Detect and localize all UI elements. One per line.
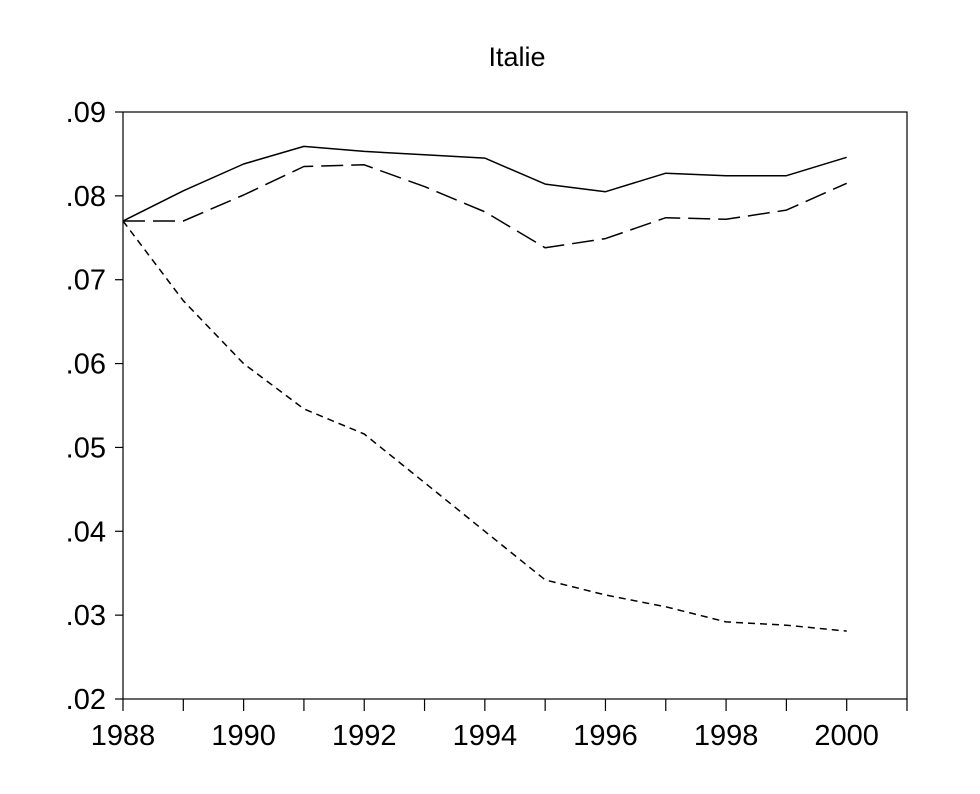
y-axis: .02 .03 .04 .05 .06 .07 .08 .09 bbox=[66, 97, 123, 716]
y-tick-label: .06 bbox=[66, 349, 106, 381]
plot-frame bbox=[122, 111, 908, 700]
y-tick-label: .09 bbox=[66, 97, 106, 129]
x-tick-label: 1994 bbox=[453, 720, 518, 752]
x-tick-label: 1988 bbox=[91, 720, 156, 752]
series-line-solid bbox=[122, 145, 847, 222]
series-line-long-dash bbox=[123, 164, 848, 249]
series-layer bbox=[122, 145, 848, 632]
series-line-short-dash bbox=[122, 220, 847, 632]
y-tick-label: .04 bbox=[66, 516, 106, 548]
x-axis: 1988 1990 1992 1994 1996 1998 2000 bbox=[91, 699, 908, 752]
x-tick-label: 1998 bbox=[694, 720, 759, 752]
y-tick-label: .03 bbox=[66, 600, 106, 632]
x-tick-label: 2000 bbox=[814, 720, 879, 752]
x-tick-label: 1992 bbox=[332, 720, 397, 752]
y-tick-label: .05 bbox=[66, 432, 106, 464]
y-tick-label: .08 bbox=[66, 181, 106, 213]
chart-title: Italie bbox=[488, 42, 545, 72]
y-tick-label: .07 bbox=[66, 265, 106, 297]
y-tick-label: .02 bbox=[66, 684, 106, 716]
x-tick-label: 1996 bbox=[573, 720, 638, 752]
x-tick-label: 1990 bbox=[211, 720, 276, 752]
